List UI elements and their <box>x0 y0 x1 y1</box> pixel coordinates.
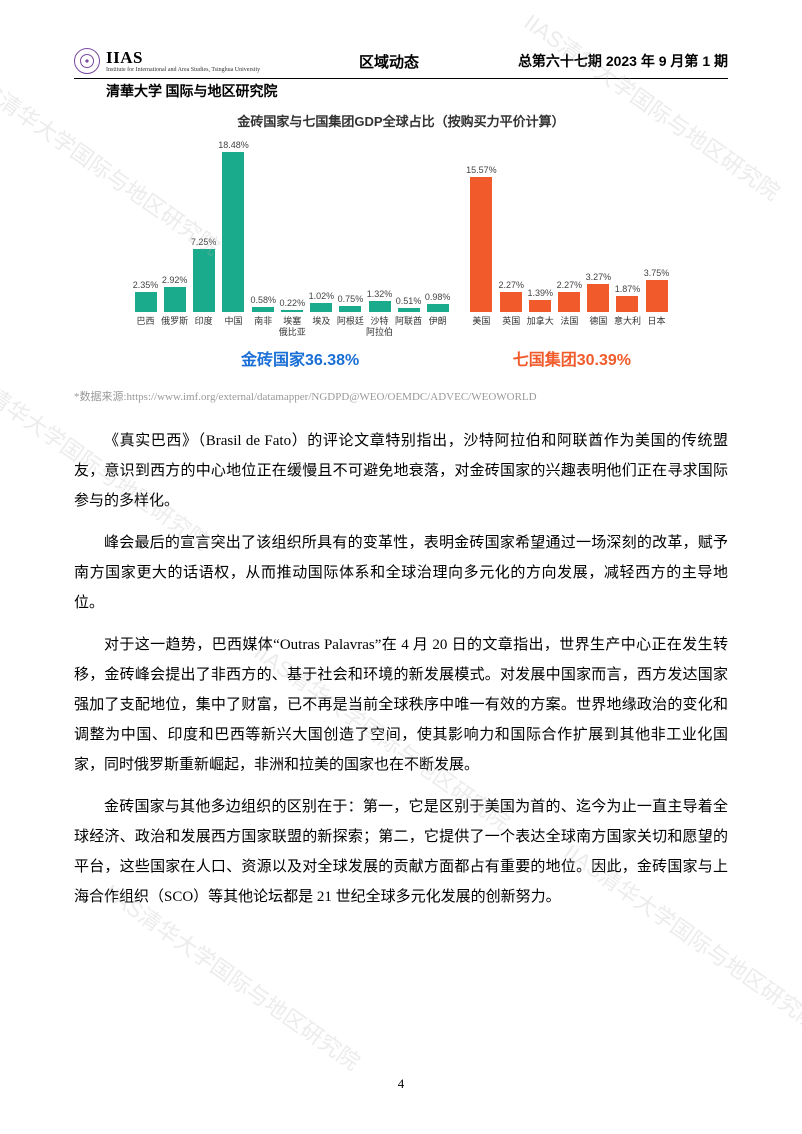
bar-group: 0.51% 阿联酋 <box>394 296 423 340</box>
logo-text-block: IIAS Institute for International and Are… <box>106 49 260 73</box>
bar-value-label: 7.25% <box>191 237 217 247</box>
bar-group: 1.32% 沙特阿拉伯 <box>365 289 394 340</box>
bar <box>222 152 244 312</box>
bar-group: 2.27% 法国 <box>555 280 584 340</box>
bar-group: 2.92% 俄罗斯 <box>160 275 189 340</box>
bar-group: 1.87% 意大利 <box>613 284 642 340</box>
bar-category-label: 意大利 <box>614 316 641 340</box>
bar <box>193 249 215 312</box>
gdp-bar-chart: 金砖国家与七国集团GDP全球占比（按购买力平价计算） 2.35% 巴西 2.92% 俄… <box>131 111 671 370</box>
summary-brics: 金砖国家36.38% <box>241 346 359 370</box>
bar-group: 0.75% 阿根廷 <box>336 294 365 340</box>
bar-value-label: 1.87% <box>615 284 641 294</box>
bar-category-label: 中国 <box>224 316 242 340</box>
chart-body: 2.35%巴西2.92%俄罗斯7.25%印度18.48%中国0.58%南非0.2… <box>131 140 671 340</box>
summary-g7: 七国集团30.39% <box>513 346 631 370</box>
bar-category-label: 俄罗斯 <box>161 316 188 340</box>
bar-group: 0.22% 埃塞俄比亚 <box>278 298 307 340</box>
body-text: 《真实巴西》（Brasil de Fato）的评论文章特别指出，沙特阿拉伯和阿联… <box>74 426 728 912</box>
body-paragraph: 金砖国家与其他多边组织的区别在于：第一，它是区别于美国为首的、迄今为止一直主导着… <box>74 792 728 912</box>
logo-acronym: IIAS <box>106 49 260 66</box>
bar-value-label: 2.35% <box>133 280 159 290</box>
bar-group: 0.98% 伊朗 <box>423 292 452 340</box>
bar-category-label: 印度 <box>195 316 213 340</box>
bar-category-label: 英国 <box>502 316 520 340</box>
bar-group: 7.25% 印度 <box>189 237 218 340</box>
bar-group: 3.27% 德国 <box>584 272 613 340</box>
chart-title: 金砖国家与七国集团GDP全球占比（按购买力平价计算） <box>131 111 671 130</box>
bar-category-label: 埃塞俄比亚 <box>279 316 306 340</box>
bar-category-label: 巴西 <box>137 316 155 340</box>
bar-category-label: 埃及 <box>312 316 330 340</box>
bar-category-label: 美国 <box>472 316 490 340</box>
bar <box>369 301 391 312</box>
logo-subtitle: Institute for International and Area Stu… <box>106 67 260 73</box>
bar <box>281 310 303 312</box>
institute-name: 清華大学 国际与地区研究院 <box>106 85 278 100</box>
bar-value-label: 3.27% <box>586 272 612 282</box>
bar-value-label: 2.27% <box>498 280 524 290</box>
bar-value-label: 1.39% <box>528 288 554 298</box>
bar-value-label: 0.51% <box>396 296 422 306</box>
bar <box>646 280 668 312</box>
body-paragraph: 对于这一趋势，巴西媒体“Outras Palavras”在 4 月 20 日的文… <box>74 630 728 780</box>
bar <box>529 300 551 312</box>
bar-value-label: 0.75% <box>338 294 364 304</box>
bar-value-label: 18.48% <box>218 140 249 150</box>
bar-category-label: 南非 <box>254 316 272 340</box>
header-issue-info: 总第六十七期 2023 年 9 月第 1 期 <box>518 51 728 71</box>
bar <box>500 292 522 312</box>
bar-category-label: 加拿大 <box>527 316 554 340</box>
bar-category-label: 阿根廷 <box>337 316 364 340</box>
bar-value-label: 0.58% <box>250 295 276 305</box>
bar <box>558 292 580 312</box>
bar <box>339 306 361 312</box>
bar <box>252 307 274 312</box>
bar-value-label: 15.57% <box>466 165 497 175</box>
bar <box>427 304 449 312</box>
page-number: 4 <box>0 1076 802 1092</box>
bar-group: 15.57% 美国 <box>466 165 497 340</box>
body-paragraph: 峰会最后的宣言突出了该组织所具有的变革性，表明金砖国家希望通过一场深刻的改革，赋… <box>74 528 728 618</box>
bar-category-label: 阿联酋 <box>395 316 422 340</box>
body-paragraph: 《真实巴西》（Brasil de Fato）的评论文章特别指出，沙特阿拉伯和阿联… <box>74 426 728 516</box>
bar-value-label: 0.22% <box>280 298 306 308</box>
bar-group: 3.75% 日本 <box>642 268 671 340</box>
bar-value-label: 3.75% <box>644 268 670 278</box>
bar-category-label: 沙特阿拉伯 <box>366 316 393 340</box>
bar-value-label: 1.32% <box>367 289 393 299</box>
data-source: *数据来源:https://www.imf.org/external/datam… <box>74 388 728 404</box>
bar <box>616 296 638 312</box>
bar <box>135 292 157 312</box>
bar-group: 0.58% 南非 <box>249 295 278 340</box>
bar-category-label: 日本 <box>648 316 666 340</box>
bar-group: 1.02% 埃及 <box>307 291 336 340</box>
chart-summary-row: 金砖国家36.38% 七国集团30.39% <box>131 346 671 370</box>
header-center-title: 区域动态 <box>359 51 419 72</box>
bar-category-label: 德国 <box>589 316 607 340</box>
bar <box>310 303 332 312</box>
document-page: IIAS清华大学国际与地区研究院IIAS清华大学国际与地区研究院IIAS清华大学… <box>0 0 802 1134</box>
bar <box>164 287 186 312</box>
bar <box>398 308 420 312</box>
bar <box>470 177 492 312</box>
bar-category-label: 法国 <box>560 316 578 340</box>
bar-value-label: 0.98% <box>425 292 451 302</box>
bar-group: 2.27% 英国 <box>497 280 526 340</box>
bar-group: 1.39% 加拿大 <box>526 288 555 340</box>
bar-value-label: 2.92% <box>162 275 188 285</box>
bar <box>587 284 609 312</box>
bar-group: 18.48% 中国 <box>218 140 249 340</box>
bar-group: 2.35% 巴西 <box>131 280 160 340</box>
institute-name-row: 清華大学 国际与地区研究院 <box>74 81 728 101</box>
bar-value-label: 1.02% <box>309 291 335 301</box>
bar-category-label: 伊朗 <box>429 316 447 340</box>
header-left: IIAS Institute for International and Are… <box>74 48 260 74</box>
institute-logo-icon <box>74 48 100 74</box>
page-header: IIAS Institute for International and Are… <box>74 48 728 79</box>
bar-value-label: 2.27% <box>557 280 583 290</box>
